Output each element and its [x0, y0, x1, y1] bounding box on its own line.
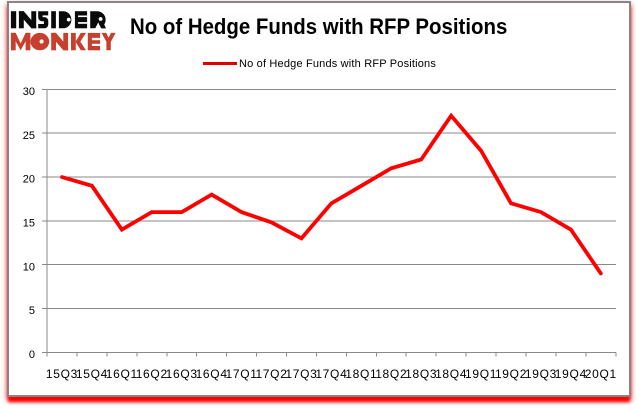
- svg-text:17Q2: 17Q2: [255, 367, 287, 381]
- svg-text:17Q3: 17Q3: [285, 367, 317, 381]
- svg-text:16Q1: 16Q1: [106, 367, 138, 381]
- svg-text:17Q1: 17Q1: [226, 367, 258, 381]
- svg-text:20Q1: 20Q1: [585, 367, 617, 381]
- svg-text:19Q4: 19Q4: [555, 367, 587, 381]
- svg-text:10: 10: [23, 261, 35, 273]
- svg-text:18Q4: 18Q4: [435, 367, 467, 381]
- svg-text:19Q1: 19Q1: [465, 367, 497, 381]
- svg-text:18Q1: 18Q1: [345, 367, 377, 381]
- svg-text:30: 30: [23, 86, 35, 98]
- svg-text:25: 25: [23, 130, 35, 142]
- svg-text:16Q3: 16Q3: [166, 367, 198, 381]
- svg-text:19Q3: 19Q3: [525, 367, 557, 381]
- svg-text:15: 15: [23, 218, 35, 230]
- svg-text:15Q3: 15Q3: [46, 367, 78, 381]
- svg-text:16Q4: 16Q4: [196, 367, 228, 381]
- svg-text:19Q2: 19Q2: [495, 367, 527, 381]
- svg-text:17Q4: 17Q4: [315, 367, 347, 381]
- svg-text:20: 20: [23, 174, 35, 186]
- svg-text:15Q4: 15Q4: [76, 367, 108, 381]
- svg-text:16Q2: 16Q2: [136, 367, 168, 381]
- svg-text:5: 5: [29, 305, 35, 317]
- svg-text:18Q3: 18Q3: [405, 367, 437, 381]
- svg-text:18Q2: 18Q2: [375, 367, 407, 381]
- svg-text:0: 0: [29, 349, 35, 361]
